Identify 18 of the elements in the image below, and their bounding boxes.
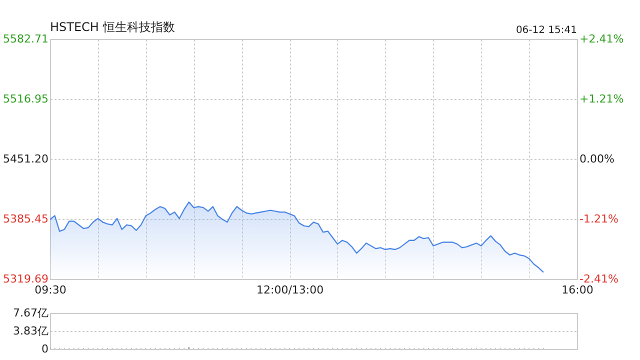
y2-tick-label: -1.21% [580, 212, 618, 226]
y-tick-label: 0 [42, 342, 48, 356]
y-tick-label: 5582.71 [3, 32, 48, 46]
y2-tick-label: +2.41% [580, 32, 624, 46]
x-tick-label: 16:00 [562, 284, 594, 296]
y-tick-label: 7.67亿 [13, 306, 48, 320]
y-tick-label: 5319.69 [3, 272, 48, 286]
y-tick-label: 5385.45 [3, 212, 48, 226]
y-tick-label: 5451.20 [3, 152, 48, 166]
x-tick-label: 09:30 [34, 284, 66, 296]
y-tick-label: 3.83亿 [13, 324, 48, 338]
y2-tick-label: 0.00% [580, 152, 614, 166]
text: 06-12 15:41 [516, 25, 577, 36]
x-tick-label: 12:00/13:00 [256, 284, 324, 296]
chart-title: HSTECH 恒生科技指数 [50, 20, 175, 34]
y2-tick-label: -2.41% [580, 272, 618, 286]
y-tick-label: 5516.95 [3, 92, 48, 106]
y2-tick-label: +1.21% [580, 92, 624, 106]
